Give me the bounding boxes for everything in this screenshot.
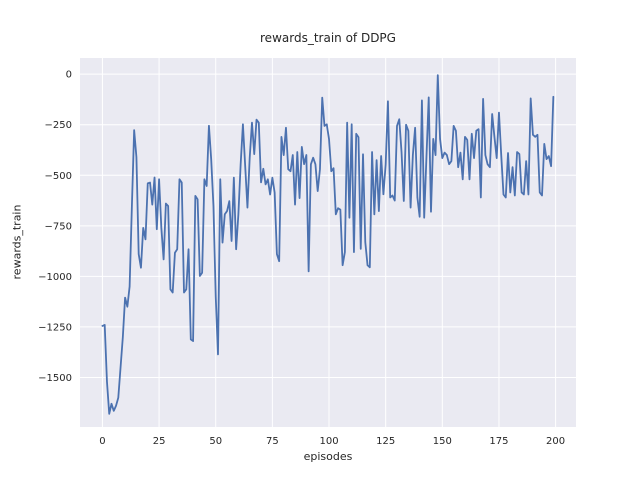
x-tick-label: 200 — [546, 436, 565, 447]
y-tick-label: −250 — [45, 120, 72, 131]
y-tick-label: −500 — [45, 171, 72, 182]
x-tick-label: 50 — [209, 436, 222, 447]
y-tick-label: −1250 — [38, 322, 72, 333]
x-tick-label: 0 — [99, 436, 105, 447]
plot-panel — [80, 58, 576, 427]
series-line — [101, 74, 555, 415]
y-axis-label: rewards_train — [10, 204, 24, 280]
x-tick-label: 75 — [266, 436, 279, 447]
chart-title: rewards_train of DDPG — [260, 31, 396, 45]
y-tick-label: 0 — [66, 70, 72, 81]
x-tick-label: 175 — [489, 436, 508, 447]
y-tick-label: −750 — [45, 221, 72, 232]
x-tick-label: 100 — [319, 436, 338, 447]
y-tick-label: −1000 — [38, 272, 72, 283]
x-tick-label: 125 — [376, 436, 395, 447]
x-tick-label: 150 — [433, 436, 452, 447]
y-tick-label: −1500 — [38, 373, 72, 384]
x-axis-label: episodes — [303, 450, 353, 463]
x-tick-label: 25 — [153, 436, 166, 447]
